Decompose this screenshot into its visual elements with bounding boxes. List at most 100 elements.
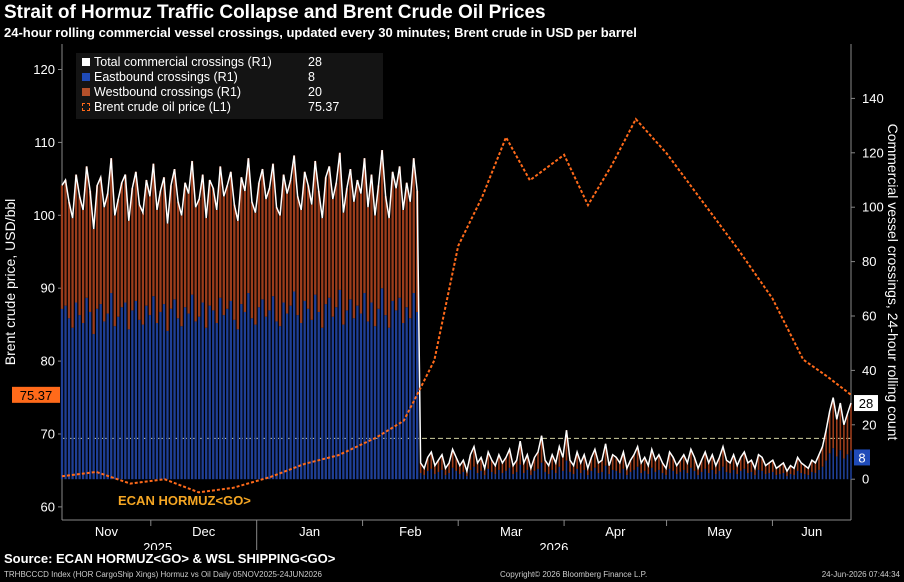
westbound-bar <box>615 457 618 471</box>
eastbound-bar <box>825 460 827 480</box>
right-tick-label: 40 <box>862 363 876 378</box>
eastbound-bar <box>487 468 490 480</box>
westbound-bar <box>352 201 356 319</box>
westbound-bar <box>654 460 657 472</box>
eastbound-bar <box>697 475 699 480</box>
eastbound-bar <box>117 316 120 480</box>
westbound-bar <box>505 457 507 471</box>
westbound-bar <box>434 465 436 475</box>
eastbound-bar <box>569 471 571 480</box>
eastbound-bar <box>551 469 554 480</box>
month-label: May <box>707 524 732 539</box>
eastbound-bar <box>233 319 236 480</box>
westbound-bar <box>512 465 514 475</box>
westbound-bar <box>275 207 278 322</box>
westbound-bar <box>117 199 120 317</box>
westbound-bar <box>498 454 500 470</box>
right-axis-title: Commercial vessel crossings, 24-hour rol… <box>885 124 901 441</box>
westbound-bar <box>296 196 299 316</box>
eastbound-bar <box>658 469 660 480</box>
westbound-bar <box>473 446 475 467</box>
westbound-bar <box>303 171 306 301</box>
eastbound-bar <box>704 468 706 480</box>
eastbound-bar <box>138 319 141 480</box>
legend-swatch-eastbound <box>82 73 90 81</box>
westbound-bar <box>331 199 334 317</box>
westbound-bar <box>458 465 461 475</box>
westbound-bar <box>832 397 835 449</box>
eastbound-bar <box>779 474 781 480</box>
eastbound-bar <box>519 464 522 480</box>
eastbound-bar <box>661 472 664 480</box>
eastbound-bar <box>226 308 229 480</box>
ecan-annotation[interactable]: ECAN HORMUZ<GO> <box>118 493 251 508</box>
eastbound-bar <box>300 323 303 480</box>
westbound-bar <box>782 462 785 473</box>
westbound-bar <box>608 465 610 475</box>
eastbound-bar <box>757 469 760 480</box>
westbound-bar <box>839 403 842 451</box>
westbound-bar <box>747 462 749 473</box>
footer-copyright: Copyright© 2026 Bloomberg Finance L.P. <box>500 570 648 579</box>
eastbound-bar <box>690 467 692 480</box>
eastbound-bar <box>155 323 159 480</box>
eastbound-bar <box>416 311 419 480</box>
westbound-bar <box>611 454 614 470</box>
eastbound-bar <box>384 315 387 480</box>
legend-label-eastbound: Eastbound crossings (R1) <box>94 70 238 84</box>
left-tick-label: 110 <box>34 135 55 150</box>
westbound-bar <box>219 166 222 298</box>
eastbound-bar <box>296 315 299 480</box>
westbound-bar <box>640 462 642 473</box>
eastbound-bar <box>835 456 838 480</box>
eastbound-bar <box>665 475 667 480</box>
westbound-bar <box>289 180 292 306</box>
westbound-bar <box>96 185 99 309</box>
eastbound-bar <box>363 293 366 480</box>
westbound-bar <box>519 441 522 465</box>
eastbound-bar <box>761 470 763 480</box>
westbound-bar <box>226 185 229 309</box>
eastbound-bar <box>700 471 703 480</box>
eastbound-bar <box>587 475 589 480</box>
eastbound-bar <box>285 313 289 480</box>
westbound-bar <box>423 468 425 476</box>
westbound-bar <box>846 413 849 455</box>
westbound-bar <box>757 454 760 470</box>
eastbound-bar <box>338 289 341 480</box>
westbound-bar <box>370 174 373 303</box>
year-label: 2026 <box>539 540 568 550</box>
eastbound-bar <box>828 453 831 480</box>
westbound-bar <box>750 460 753 472</box>
eastbound-bar <box>544 471 546 480</box>
eastbound-bar <box>480 470 482 480</box>
westbound-bar <box>693 457 696 471</box>
westbound-bar <box>64 180 67 306</box>
westbound-bar <box>850 403 852 451</box>
right-tick-label: 0 <box>862 472 869 487</box>
eastbound-bar <box>141 324 145 480</box>
eastbound-bar <box>718 470 721 480</box>
eastbound-bar <box>356 305 359 480</box>
westbound-bar <box>88 190 92 312</box>
westbound-bar <box>201 174 204 303</box>
westbound-bar <box>775 468 778 476</box>
eastbound-bar <box>81 323 85 480</box>
eastbound-bar <box>608 474 610 480</box>
eastbound-bar <box>257 307 261 480</box>
westbound-bar <box>732 454 735 470</box>
eastbound-bar <box>236 329 240 480</box>
westbound-bar <box>508 449 511 468</box>
eastbound-bar <box>162 304 166 480</box>
eastbound-bar <box>441 469 443 480</box>
westbound-bar <box>162 177 166 305</box>
westbound-bar <box>683 454 685 470</box>
westbound-bar <box>134 171 138 301</box>
eastbound-bar <box>651 467 653 480</box>
westbound-bar <box>338 152 341 290</box>
westbound-bar <box>328 166 331 298</box>
westbound-bar <box>704 452 706 469</box>
westbound-bar <box>380 150 384 289</box>
westbound-bar <box>131 188 134 311</box>
westbound-bar <box>604 443 607 466</box>
